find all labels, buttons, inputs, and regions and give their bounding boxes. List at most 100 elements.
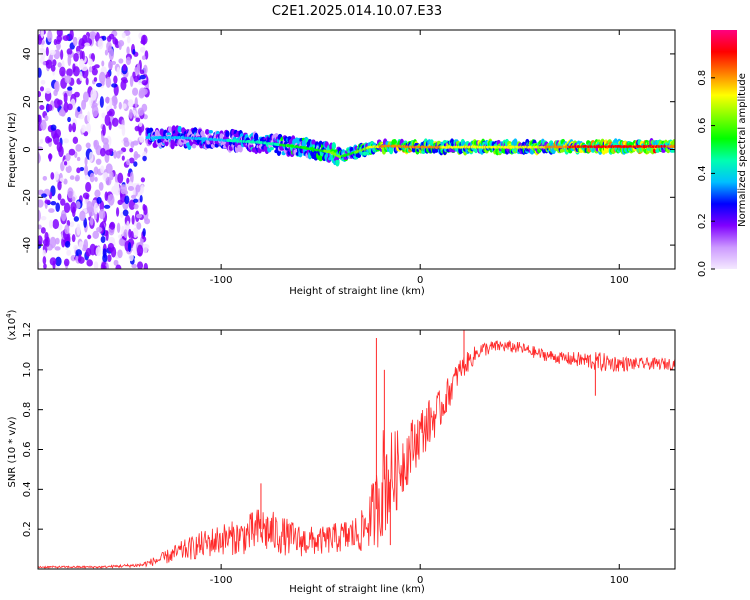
noise-cell	[69, 175, 75, 180]
noise-cell	[93, 202, 99, 215]
noise-cell	[53, 38, 58, 46]
noise-cell	[98, 182, 104, 191]
noise-cell	[115, 264, 122, 269]
noise-cell	[113, 259, 119, 266]
noise-cell	[79, 210, 86, 222]
noise-cell	[69, 221, 75, 228]
noise-cell	[42, 249, 46, 257]
snr-ticks: -100 0 100 0.2 0.4 0.6 0.8 1.0 1.2	[22, 322, 675, 586]
noise-cell	[77, 256, 85, 264]
noise-cell	[126, 159, 131, 166]
noise-cell	[88, 66, 93, 73]
noise-cell	[132, 140, 139, 146]
noise-cell	[140, 177, 146, 183]
snr-plot-area	[38, 330, 675, 569]
noise-cell	[49, 257, 57, 266]
noise-cell	[62, 35, 70, 41]
noise-cell	[132, 227, 139, 238]
ridge-cell	[228, 146, 234, 151]
noise-cell	[47, 30, 53, 43]
noise-cell	[142, 243, 148, 254]
noise-cell	[91, 67, 98, 76]
noise-cell	[144, 218, 151, 225]
noise-cell	[68, 123, 73, 133]
noise-cell	[38, 142, 41, 147]
noise-cell	[135, 184, 141, 193]
noise-cell	[130, 194, 137, 199]
noise-cell	[40, 30, 44, 39]
noise-cell	[123, 140, 130, 148]
noise-cell	[89, 217, 94, 226]
noise-cell	[111, 83, 118, 88]
noise-cell	[59, 66, 66, 77]
noise-cell	[122, 79, 129, 84]
noise-cell	[83, 238, 89, 251]
noise-cell	[108, 60, 113, 70]
noise-cell	[112, 117, 119, 127]
noise-cell	[100, 236, 106, 243]
noise-cell	[113, 104, 117, 110]
noise-cell	[87, 58, 93, 66]
colorbar-tick-label: 0.2	[697, 213, 708, 229]
noise-cell	[104, 191, 109, 201]
spectrogram-y-tick-label: -20	[22, 189, 33, 205]
noise-cell	[106, 41, 112, 52]
noise-cell	[120, 184, 127, 195]
noise-cell	[90, 88, 97, 101]
noise-cell	[129, 171, 134, 184]
noise-cell	[49, 236, 57, 249]
noise-cell	[109, 97, 113, 110]
snr-multiplier: (x104)	[5, 309, 18, 340]
noise-cell	[89, 172, 95, 183]
noise-cell	[78, 113, 85, 120]
noise-cell	[50, 64, 56, 72]
ridge-core-cell	[672, 144, 675, 148]
noise-cell	[140, 88, 148, 95]
noise-cell	[72, 136, 79, 144]
noise-cell	[116, 66, 121, 77]
noise-cell	[67, 116, 71, 123]
noise-cell	[129, 147, 134, 153]
snr-panel: -100 0 100 0.2 0.4 0.6 0.8 1.0 1.2 Height of str…	[5, 309, 676, 595]
noise-cell	[81, 124, 87, 133]
noise-cell	[72, 36, 78, 47]
noise-cell	[139, 69, 145, 75]
noise-cell	[78, 38, 85, 50]
noise-cell	[55, 202, 60, 212]
noise-cell	[142, 203, 146, 212]
noise-cell	[113, 75, 118, 84]
noise-cell	[112, 94, 118, 104]
noise-cell	[57, 193, 62, 201]
noise-cell	[127, 185, 135, 191]
noise-cell	[69, 30, 74, 40]
noise-cell	[38, 261, 41, 269]
noise-cell	[126, 35, 131, 44]
noise-cell	[48, 219, 53, 229]
noise-cell	[98, 208, 106, 220]
noise-cell	[84, 164, 89, 177]
noise-cell	[122, 63, 127, 72]
noise-cell	[85, 142, 91, 149]
noise-cell	[128, 199, 136, 211]
noise-cell	[41, 193, 47, 198]
noise-cell	[92, 230, 100, 239]
noise-cell	[87, 111, 91, 123]
noise-cell	[68, 148, 76, 156]
noise-cell	[38, 224, 42, 230]
noise-cell	[74, 91, 80, 98]
noise-cell	[40, 138, 44, 144]
noise-cell	[136, 244, 144, 257]
noise-cell	[67, 103, 73, 111]
noise-cell	[89, 151, 94, 163]
noise-cell	[48, 153, 52, 162]
noise-cell	[76, 156, 81, 162]
noise-cell	[132, 87, 139, 96]
noise-cell	[143, 64, 148, 75]
noise-cell	[102, 253, 108, 263]
ridge-cell	[335, 158, 340, 167]
noise-cell	[81, 99, 87, 110]
noise-cell	[107, 254, 112, 262]
noise-cell	[79, 71, 83, 82]
noise-cell	[57, 180, 62, 191]
